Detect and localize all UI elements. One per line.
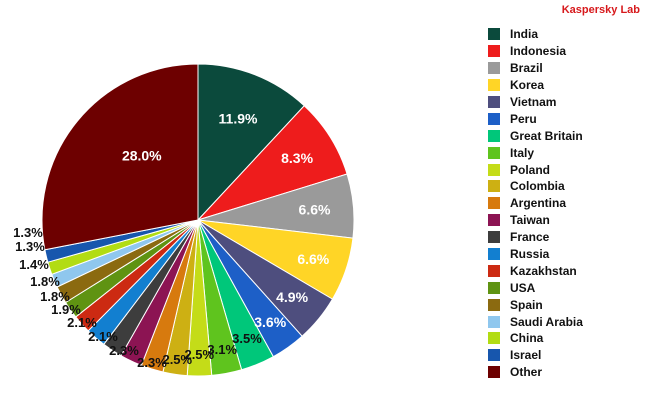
- legend-label: Italy: [510, 145, 535, 160]
- data-label-france: 2.1%: [88, 329, 118, 344]
- legend-swatch: [488, 332, 500, 345]
- data-label-peru: 3.6%: [254, 314, 286, 330]
- legend-swatch: [488, 214, 500, 227]
- legend-swatch: [488, 62, 500, 75]
- data-label-argentina: 2.3%: [137, 355, 167, 370]
- legend-item-brazil: Brazil: [488, 60, 583, 77]
- legend-item-colombia: Colombia: [488, 178, 583, 195]
- legend-swatch: [488, 45, 500, 58]
- legend-item-vietnam: Vietnam: [488, 94, 583, 111]
- legend-label: China: [510, 331, 544, 346]
- legend-item-argentina: Argentina: [488, 195, 583, 212]
- legend-item-other: Other: [488, 364, 583, 381]
- legend: India Indonesia Brazil Korea Vietnam Peru Grea…: [488, 26, 583, 381]
- data-label-kazakhstan: 1.9%: [51, 302, 81, 317]
- legend-swatch: [488, 79, 500, 92]
- legend-label: Russia: [510, 247, 550, 262]
- legend-label: Korea: [510, 78, 545, 93]
- legend-label: Saudi Arabia: [510, 314, 583, 329]
- data-label-vietnam: 4.9%: [276, 289, 308, 305]
- legend-swatch: [488, 129, 500, 142]
- legend-swatch: [488, 264, 500, 277]
- legend-label: France: [510, 230, 550, 245]
- legend-label: Colombia: [510, 179, 565, 194]
- legend-swatch: [488, 28, 500, 41]
- legend-item-great-britain: Great Britain: [488, 127, 583, 144]
- legend-swatch: [488, 231, 500, 244]
- legend-label: USA: [510, 280, 536, 295]
- legend-swatch: [488, 248, 500, 261]
- legend-item-france: France: [488, 229, 583, 246]
- legend-label: India: [510, 27, 539, 42]
- data-label-other: 28.0%: [122, 147, 162, 163]
- data-label-italy: 3.1%: [207, 342, 237, 357]
- legend-item-israel: Israel: [488, 347, 583, 364]
- legend-label: Vietnam: [510, 95, 557, 109]
- legend-swatch: [488, 366, 500, 379]
- legend-swatch: [488, 197, 500, 210]
- data-label-korea: 6.6%: [297, 251, 329, 267]
- legend-label: Taiwan: [510, 213, 550, 228]
- data-label-spain: 1.8%: [30, 274, 60, 289]
- legend-item-poland: Poland: [488, 161, 583, 178]
- legend-item-india: India: [488, 26, 583, 43]
- legend-label: Spain: [510, 297, 543, 312]
- legend-label: Poland: [510, 162, 551, 177]
- legend-label: Great Britain: [510, 128, 583, 143]
- legend-item-usa: USA: [488, 279, 583, 296]
- pie-slice-india: [197, 63, 305, 222]
- legend-label: Argentina: [510, 196, 567, 211]
- legend-swatch: [488, 349, 500, 362]
- data-label-israel: 1.3%: [13, 225, 43, 240]
- legend-item-spain: Spain: [488, 296, 583, 313]
- legend-swatch: [488, 315, 500, 328]
- legend-swatch: [488, 112, 500, 125]
- legend-item-indonesia: Indonesia: [488, 43, 583, 60]
- legend-item-kazakhstan: Kazakhstan: [488, 262, 583, 279]
- data-label-saudi-arabia: 1.4%: [19, 257, 49, 272]
- legend-swatch: [488, 96, 500, 108]
- data-label-great-britain: 3.5%: [232, 331, 262, 346]
- legend-label: Peru: [510, 111, 537, 126]
- legend-item-russia: Russia: [488, 246, 583, 263]
- legend-label: Kazakhstan: [510, 263, 577, 278]
- legend-swatch: [488, 180, 500, 193]
- legend-item-italy: Italy: [488, 144, 583, 161]
- data-label-russia: 2.1%: [67, 315, 97, 330]
- legend-label: Indonesia: [510, 44, 567, 59]
- data-label-usa: 1.8%: [40, 289, 70, 304]
- legend-item-peru: Peru: [488, 110, 583, 127]
- data-label-indonesia: 8.3%: [281, 150, 313, 166]
- legend-swatch: [488, 163, 500, 176]
- legend-item-china: China: [488, 330, 583, 347]
- legend-label: Brazil: [510, 61, 543, 76]
- legend-item-korea: Korea: [488, 77, 583, 94]
- data-label-taiwan: 2.3%: [109, 343, 139, 358]
- legend-swatch: [488, 298, 500, 311]
- data-label-china: 1.3%: [15, 239, 45, 254]
- data-label-poland: 2.5%: [184, 347, 214, 362]
- brand-label: Kaspersky Lab: [561, 4, 640, 16]
- legend-label: Israel: [510, 348, 542, 363]
- legend-swatch: [488, 281, 500, 294]
- legend-item-saudi-arabia: Saudi Arabia: [488, 313, 583, 330]
- legend-item-taiwan: Taiwan: [488, 212, 583, 229]
- legend-label: Other: [510, 365, 543, 380]
- pie-slice-other: [41, 63, 199, 251]
- data-label-colombia: 2.5%: [162, 352, 192, 367]
- data-label-india: 11.9%: [219, 110, 258, 126]
- legend-swatch: [488, 146, 500, 159]
- data-label-brazil: 6.6%: [299, 201, 331, 217]
